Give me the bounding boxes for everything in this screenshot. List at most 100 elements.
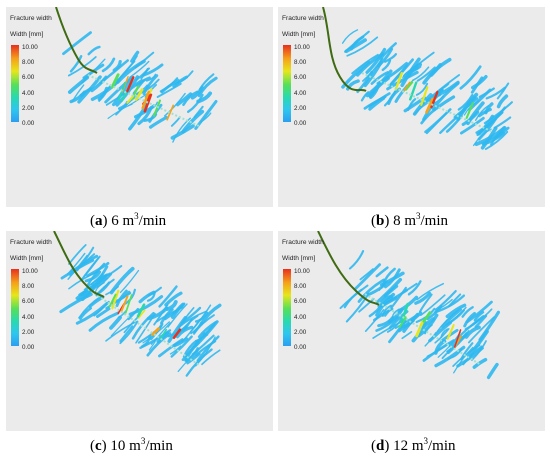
fracture-strand [473,310,485,322]
fracture-strand [119,325,134,343]
fracture-strand [350,35,365,51]
fracture-strand [182,90,199,106]
fracture-strand [147,286,162,297]
fracture-strand [69,90,87,104]
high-width-patch [159,328,168,340]
fracture-strand [359,268,374,281]
legend-tick: 0.00 [22,344,35,351]
fracture-strand [67,254,88,280]
legend-tick: 0.00 [22,120,35,127]
fracture-strand [181,332,206,362]
legend-tick: 2.00 [22,329,35,336]
fracture-strand [77,291,93,301]
fracture-strand [137,106,153,126]
fracture-strand [379,42,397,61]
fracture-strand [457,93,474,111]
fracture-strand [383,53,398,63]
fracture-strand [105,285,119,296]
fracture-strand [432,95,456,112]
fracture-strand [170,335,193,358]
legend-tick: 4.00 [294,314,307,321]
fracture-strand [384,268,401,289]
fracture-strand [386,317,403,333]
fracture-strand [424,108,452,134]
fracture-strand [119,269,140,294]
fracture-strand [459,65,482,90]
legend-title: Fracture width [10,239,52,246]
fracture-strand [496,82,510,100]
fracture-strand [414,291,432,305]
fracture-strand [422,339,455,362]
fracture-strand [197,321,217,338]
fracture-plot-a: Fracture width Width [mm] 10.00 8.00 6.0… [6,7,273,207]
fracture-strand [445,309,465,326]
fracture-strand [375,292,396,317]
fracture-strand [420,294,446,317]
fracture-strand [105,320,137,342]
fracture-strand [381,304,393,317]
fracture-strand [167,316,188,343]
legend-tick: 6.00 [22,298,35,305]
fracture-strand [167,303,188,328]
fracture-strand [377,316,395,328]
fracture-strand [445,114,463,133]
fracture-strand [357,278,386,303]
legend-title: Fracture width [10,15,52,22]
legend-tick: 8.00 [294,59,307,66]
high-width-patch [136,303,146,318]
fracture-strand [445,303,467,319]
fracture-strand [426,305,443,321]
legend-tick: 4.00 [22,314,35,321]
fracture-strand [447,348,463,360]
fracture-strand [94,282,105,293]
high-width-patch [400,302,410,323]
fracture-strand [174,70,194,85]
high-width-patch [394,72,403,91]
fracture-strand [184,347,200,363]
fracture-strand [156,306,184,323]
high-width-patch [143,93,153,113]
high-width-patch [137,309,146,319]
fracture-strand [142,63,164,77]
fracture-strand [375,266,389,278]
color-scale-bar [11,45,19,122]
legend-tick: 6.00 [294,74,307,81]
fracture-strand [107,103,133,119]
fracture-plot-d: Fracture width Width [mm] 10.00 8.00 6.0… [278,231,545,431]
fracture-strand [344,38,367,54]
color-scale-bar [283,45,291,122]
fracture-strand [355,52,385,77]
high-width-patch [446,324,455,340]
fracture-strand [346,36,379,57]
fracture-strand [186,352,201,365]
legend-tick: 4.00 [22,90,35,97]
fracture-strand [460,116,485,135]
fracture-strand [170,116,181,127]
fracture-strand [366,283,386,297]
fracture-strand [130,50,140,63]
fracture-strand [90,78,121,102]
legend-tick: 10.00 [294,268,310,275]
fracture-strand [172,117,191,143]
high-width-patch [111,289,120,310]
fracture-strand [472,357,488,369]
fracture-strand [407,65,419,78]
fracture-strand [193,105,204,119]
fracture-strand [365,47,387,74]
horizontal-wellbore-section [87,288,200,366]
high-width-patch [409,81,418,101]
fracture-strand [461,306,474,318]
fracture-strand [119,320,139,345]
fracture-strand [173,337,189,348]
fracture-strand [407,280,422,296]
fracture-strand [486,362,499,380]
fracture-strand [194,100,218,130]
fracture-strand [112,60,122,72]
fracture-strand [370,71,389,85]
fracture-strand [485,86,506,100]
legend-tick: 6.00 [294,298,307,305]
high-width-patch [124,294,133,314]
fracture-strand [158,285,178,308]
fracture-plot-c: Fracture width Width [mm] 10.00 8.00 6.0… [6,231,273,431]
fracture-strand [62,31,92,56]
